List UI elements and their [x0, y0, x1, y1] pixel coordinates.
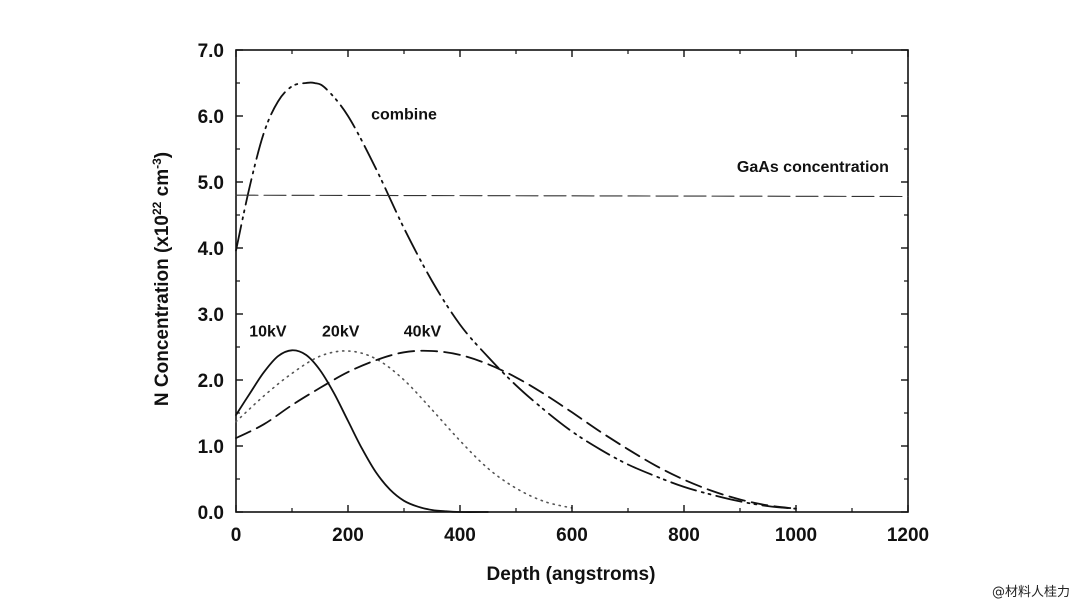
y-tick-label: 2.0 — [198, 371, 224, 392]
y-tick-label: 7.0 — [198, 41, 224, 62]
y-axis-title: N Concentration (x1022 cm-3) — [150, 152, 173, 406]
annotation-20kv: 20kV — [322, 323, 360, 340]
annotation-40kv: 40kV — [404, 323, 442, 340]
plot-frame — [235, 49, 909, 513]
x-tick-label: 800 — [668, 525, 700, 546]
y-axis-title-mid: cm — [152, 169, 173, 202]
chart-annotations: combine GaAs concentration 10kV 20kV 40kV — [249, 106, 889, 340]
y-tick-label: 5.0 — [198, 173, 224, 194]
y-tick-label: 6.0 — [198, 107, 224, 128]
x-tick-label: 1000 — [775, 525, 817, 546]
annotation-combine: combine — [371, 106, 437, 123]
chart-curves — [235, 81, 909, 513]
axis-ticks: 0 200 400 600 800 1000 1200 0.0 1.0 2.0 3.0 4.0 5.0 6… — [198, 41, 930, 546]
series-line-40kv — [235, 349, 797, 510]
y-tick-label: 0.0 — [198, 503, 224, 524]
y-axis-title-exp2: -3 — [150, 158, 164, 169]
series-line-10kv — [235, 349, 489, 513]
watermark: @材料人桂力 — [991, 585, 1070, 600]
x-tick-label: 1200 — [887, 525, 929, 546]
x-axis-title: Depth (angstroms) — [487, 564, 656, 585]
x-tick-label: 200 — [332, 525, 364, 546]
plot-border — [235, 49, 909, 513]
y-axis-title-main: N Concentration (x10 — [152, 215, 173, 406]
y-axis-title-exp1: 22 — [150, 201, 164, 215]
x-tick-label: 0 — [231, 525, 242, 546]
series-line-combine — [235, 81, 797, 510]
x-tick-label: 600 — [556, 525, 588, 546]
y-tick-label: 1.0 — [198, 437, 224, 458]
x-tick-label: 400 — [444, 525, 476, 546]
series-line-20kv — [235, 350, 573, 509]
y-tick-label: 4.0 — [198, 239, 224, 260]
series-line-gaas-concentration — [235, 194, 909, 198]
y-tick-label: 3.0 — [198, 305, 224, 326]
annotation-gaas-concentration: GaAs concentration — [737, 159, 889, 176]
annotation-10kv: 10kV — [249, 323, 287, 340]
y-axis-title-end: ) — [152, 152, 173, 158]
